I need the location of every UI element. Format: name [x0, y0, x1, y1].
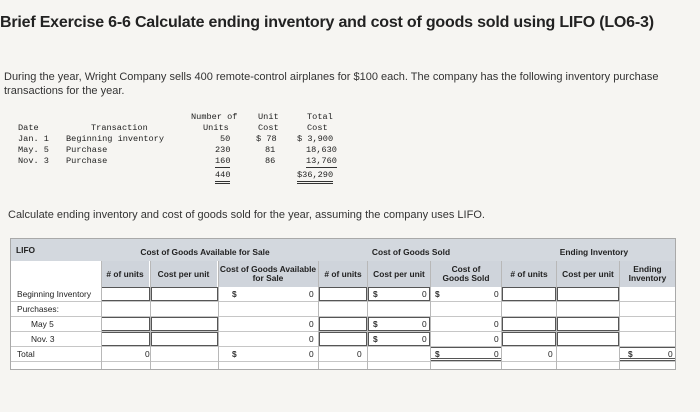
worksheet-header-band — [11, 239, 675, 261]
row-total: 13,760 — [306, 156, 337, 168]
nov-sold-units-input[interactable] — [319, 332, 367, 346]
dollar-sign: $ — [232, 349, 237, 359]
total-cost: $36,290 — [297, 170, 334, 184]
nov-cogs-amount: 0 — [494, 334, 499, 344]
may-units-input[interactable] — [101, 317, 150, 331]
row-beginning-inventory: Beginning Inventory — [11, 287, 101, 301]
may-ending-cost-input[interactable] — [557, 317, 619, 331]
dollar-sign: $ — [373, 334, 378, 344]
beginning-units-input[interactable] — [101, 287, 150, 301]
col-cost-per-unit-sold: Cost per unit — [368, 261, 430, 287]
row-units: 160 — [215, 156, 231, 168]
total-units-available: 0 — [145, 349, 150, 359]
row-date: May. 5 — [18, 145, 49, 155]
col-units-sold: # of units — [319, 261, 367, 287]
nov-ending-units-input[interactable] — [502, 332, 556, 346]
row-cost: $ 78 — [256, 134, 277, 144]
method-label: LIFO — [16, 245, 36, 255]
row-total: $ 3,900 — [297, 134, 334, 144]
row-cost: 81 — [265, 145, 276, 155]
row-total: 18,630 — [306, 145, 337, 155]
row-units: 230 — [215, 145, 231, 155]
transaction-header: Transaction — [91, 123, 148, 133]
row-units: 50 — [220, 134, 231, 144]
beginning-sold-amount: 0 — [422, 289, 427, 299]
dollar-sign: $ — [435, 349, 440, 359]
row-total: Total — [11, 347, 101, 361]
dollar-sign: $ — [232, 289, 237, 299]
transactions-table: Number of Unit Total Date Transaction Un… — [14, 112, 344, 194]
may-sold-units-input[interactable] — [319, 317, 367, 331]
total-cogs-amount: 0 — [494, 349, 499, 359]
total-header-1: Total — [307, 112, 333, 122]
beginning-sold-units-input[interactable] — [319, 287, 367, 301]
dollar-sign: $ — [373, 319, 378, 329]
col-cogas: Cost of Goods Available for Sale — [218, 261, 318, 287]
col-ending-inventory: Ending Inventory — [620, 261, 675, 287]
dollar-sign: $ — [373, 289, 378, 299]
may-cogs-amount: 0 — [494, 319, 499, 329]
col-cogs: Cost of Goods Sold — [431, 261, 501, 287]
beginning-cost-per-unit-input[interactable] — [151, 287, 218, 301]
may-cost-per-unit-input[interactable] — [151, 317, 218, 331]
units-header-2: Units — [203, 123, 229, 133]
row-purchases: Purchases: — [11, 302, 101, 316]
beginning-sold-cost-input[interactable] — [368, 287, 430, 301]
nov-units-input[interactable] — [101, 332, 150, 346]
nov-sold-cost-input[interactable] — [368, 332, 430, 346]
total-cogs-cell — [431, 347, 501, 361]
lifo-worksheet: LIFO Cost of Goods Available for Sale Co… — [10, 238, 676, 370]
nov-sold-amount: 0 — [422, 334, 427, 344]
group-ending: Ending Inventory — [559, 247, 629, 257]
cost-header-2: Cost — [258, 123, 279, 133]
row-date: Jan. 1 — [18, 134, 49, 144]
row-may-5: May 5 — [11, 317, 101, 331]
beginning-cogas-amount: 0 — [309, 289, 314, 299]
may-sold-amount: 0 — [422, 319, 427, 329]
row-cost: 86 — [265, 156, 276, 166]
nov-cogas-amount: 0 — [309, 334, 314, 344]
col-cost-per-unit-available: Cost per unit — [150, 261, 217, 287]
beginning-cogs-amount: 0 — [494, 289, 499, 299]
dollar-sign: $ — [435, 289, 440, 299]
date-header: Date — [18, 123, 39, 133]
total-ending-amount: 0 — [668, 349, 673, 359]
problem-intro: During the year, Wright Company sells 40… — [4, 71, 659, 97]
col-cost-per-unit-ending: Cost per unit — [557, 261, 619, 287]
group-available: Cost of Goods Available for Sale — [140, 247, 270, 257]
group-sold: Cost of Goods Sold — [371, 247, 451, 257]
dollar-sign: $ — [628, 349, 633, 359]
nov-cost-per-unit-input[interactable] — [151, 332, 218, 346]
total-header-2: Cost — [307, 123, 328, 133]
row-transaction: Purchase — [66, 156, 108, 166]
instruction-text: Calculate ending inventory and cost of g… — [8, 209, 485, 221]
col-units-available: # of units — [101, 261, 149, 287]
beginning-ending-cost-input[interactable] — [557, 287, 619, 301]
col-units-ending: # of units — [502, 261, 556, 287]
total-units: 440 — [215, 170, 231, 184]
page-title: Brief Exercise 6-6 Calculate ending inve… — [0, 14, 654, 31]
row-transaction: Purchase — [66, 145, 108, 155]
may-sold-cost-input[interactable] — [368, 317, 430, 331]
total-units-ending: 0 — [548, 349, 553, 359]
may-ending-units-input[interactable] — [502, 317, 556, 331]
cost-header-1: Unit — [258, 112, 279, 122]
row-transaction: Beginning inventory — [66, 134, 164, 144]
row-date: Nov. 3 — [18, 156, 49, 166]
total-units-sold: 0 — [357, 349, 362, 359]
total-ending-cell — [620, 347, 675, 361]
units-header-1: Number of — [191, 112, 238, 122]
may-cogas-amount: 0 — [309, 319, 314, 329]
nov-ending-cost-input[interactable] — [557, 332, 619, 346]
row-nov-3: Nov. 3 — [11, 332, 101, 346]
total-cogas-amount: 0 — [309, 349, 314, 359]
beginning-ending-units-input[interactable] — [502, 287, 556, 301]
